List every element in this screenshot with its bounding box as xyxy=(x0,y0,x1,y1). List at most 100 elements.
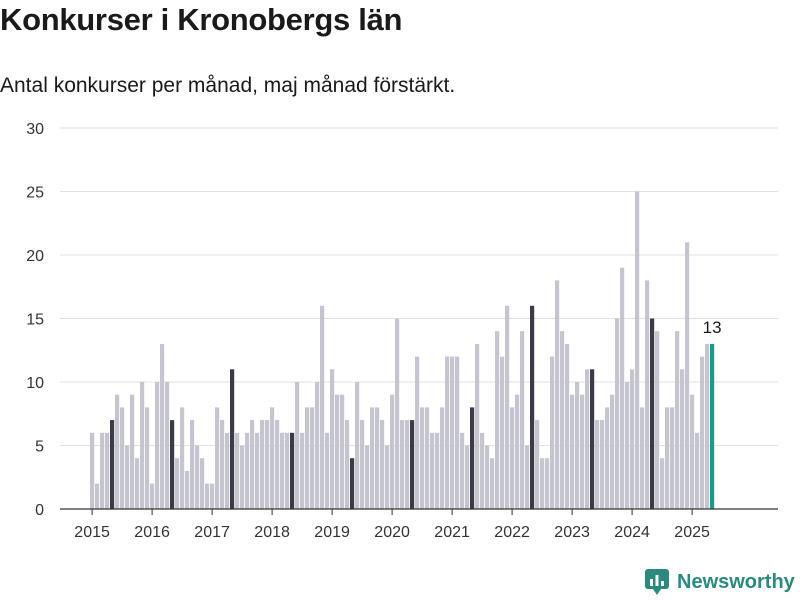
x-tick-label: 2016 xyxy=(134,524,170,541)
bar xyxy=(295,382,300,509)
bar xyxy=(205,483,210,509)
bar xyxy=(525,445,530,509)
latest-value-label: 13 xyxy=(703,318,722,337)
bar xyxy=(355,382,360,509)
bar xyxy=(580,394,585,509)
bar xyxy=(360,420,365,509)
bar-may xyxy=(530,305,535,509)
bar xyxy=(500,356,505,509)
bar xyxy=(545,458,550,509)
bar xyxy=(660,458,665,509)
bar xyxy=(665,407,670,509)
bar xyxy=(475,343,480,509)
bar xyxy=(615,318,620,509)
bar xyxy=(220,420,225,509)
bar xyxy=(235,432,240,509)
bar xyxy=(640,407,645,509)
bar xyxy=(275,420,280,509)
bar xyxy=(105,432,110,509)
bar xyxy=(515,394,520,509)
bar-may xyxy=(110,420,115,509)
bar xyxy=(285,432,290,509)
bar-may xyxy=(170,420,175,509)
bar xyxy=(185,470,190,509)
x-tick-label: 2019 xyxy=(314,524,350,541)
bar xyxy=(550,356,555,509)
bar xyxy=(505,305,510,509)
bar xyxy=(700,356,705,509)
bar xyxy=(260,420,265,509)
bar xyxy=(210,483,215,509)
bar xyxy=(155,382,160,509)
bar xyxy=(670,407,675,509)
bar xyxy=(645,280,650,509)
newsworthy-logo-icon xyxy=(645,569,669,595)
bar xyxy=(680,369,685,509)
bar xyxy=(385,445,390,509)
bar xyxy=(430,432,435,509)
bar xyxy=(695,432,700,509)
y-tick-label: 30 xyxy=(26,121,44,138)
chart-title: Konkurser i Kronobergs län xyxy=(0,2,403,37)
y-tick-label: 15 xyxy=(26,312,44,329)
bar xyxy=(570,394,575,509)
bar-may xyxy=(350,458,355,509)
y-tick-label: 5 xyxy=(35,439,44,456)
bar xyxy=(370,407,375,509)
bar xyxy=(120,407,125,509)
bar xyxy=(180,407,185,509)
bar xyxy=(330,369,335,509)
y-tick-label: 0 xyxy=(35,502,44,519)
bar xyxy=(135,458,140,509)
bar-may xyxy=(230,369,235,509)
bar xyxy=(610,394,615,509)
x-tick-label: 2025 xyxy=(674,524,710,541)
bar xyxy=(380,420,385,509)
bar-may xyxy=(590,369,595,509)
bar xyxy=(620,267,625,509)
bar-may xyxy=(410,420,415,509)
x-tick-label: 2022 xyxy=(494,524,530,541)
bar xyxy=(435,432,440,509)
bar xyxy=(445,356,450,509)
x-tick-label: 2017 xyxy=(194,524,230,541)
bar xyxy=(585,369,590,509)
bar xyxy=(455,356,460,509)
bar xyxy=(705,343,710,509)
bar xyxy=(325,432,330,509)
bar xyxy=(565,343,570,509)
bar xyxy=(480,432,485,509)
bar xyxy=(375,407,380,509)
bar xyxy=(390,394,395,509)
bar xyxy=(100,432,105,509)
bar xyxy=(540,458,545,509)
bar xyxy=(250,420,255,509)
bar xyxy=(245,432,250,509)
x-tick-label: 2020 xyxy=(374,524,410,541)
bar-latest xyxy=(710,343,715,509)
bar xyxy=(400,420,405,509)
brand-name: Newsworthy xyxy=(677,570,795,593)
bar xyxy=(690,394,695,509)
bar xyxy=(560,331,565,509)
bar-may xyxy=(290,432,295,509)
bar xyxy=(240,445,245,509)
bar xyxy=(200,458,205,509)
bar xyxy=(535,420,540,509)
bar xyxy=(555,280,560,509)
x-tick-label: 2024 xyxy=(614,524,650,541)
bar xyxy=(460,432,465,509)
bar xyxy=(345,420,350,509)
y-tick-label: 20 xyxy=(26,248,44,265)
bar xyxy=(450,356,455,509)
bar xyxy=(300,432,305,509)
bar xyxy=(625,382,630,509)
bar xyxy=(175,458,180,509)
bar xyxy=(140,382,145,509)
chart-subtitle: Antal konkurser per månad, maj månad för… xyxy=(0,74,456,97)
bar xyxy=(490,458,495,509)
bar xyxy=(415,356,420,509)
bar xyxy=(165,382,170,509)
bar xyxy=(115,394,120,509)
